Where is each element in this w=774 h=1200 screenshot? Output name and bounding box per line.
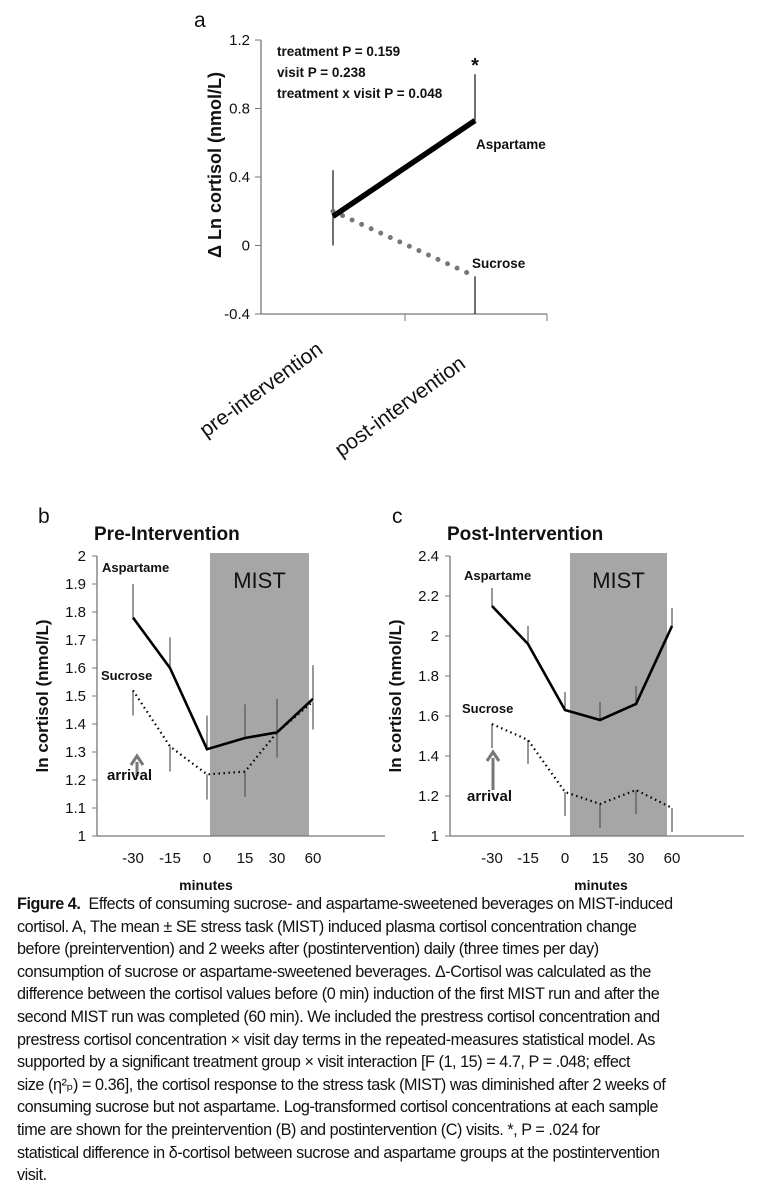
p-value-annotation: treatment P = 0.159 (277, 44, 400, 59)
x-tick-label: -15 (517, 850, 539, 867)
x-tick-label: 0 (203, 850, 211, 867)
series-line-sucrose (491, 722, 673, 809)
x-tick-label: 60 (664, 850, 681, 867)
chart-title: Pre-Intervention (94, 524, 240, 545)
y-tick-label: 1.3 (65, 744, 86, 761)
caption-line: visit. (17, 1166, 47, 1185)
x-tick-label: 30 (628, 850, 645, 867)
caption-line: consumption of sucrose or aspartame-swee… (17, 962, 651, 981)
panel-b: b Pre-Intervention MIST 2 1.9 1.8 1.7 1.6 1.5 1.4… (33, 505, 385, 893)
series-label-sucrose: Sucrose (101, 668, 152, 683)
p-value-annotation: visit P = 0.238 (277, 65, 366, 80)
figure-caption: Figure 4. Effects of consuming sucrose- … (17, 893, 767, 1187)
panel-c: c Post-Intervention MIST 2.4 2.2 2 1.8 1.6 1.4 1.… (386, 505, 744, 893)
caption-line: size (η²ₚ) = 0.36], the cortisol respons… (17, 1075, 666, 1094)
x-tick-label: -30 (122, 850, 144, 867)
y-tick-label: 1 (78, 828, 86, 845)
caption-line: difference between the cortisol values b… (17, 985, 660, 1004)
mist-shaded-region (210, 553, 309, 836)
caption-label: Figure 4. (17, 895, 81, 913)
caption-line: Figure 4. Effects of consuming sucrose- … (17, 895, 673, 913)
y-tick-label: 1 (431, 828, 439, 845)
x-axis-label: minutes (574, 877, 628, 893)
y-tick-label: 1.9 (65, 576, 86, 593)
mist-label: MIST (592, 568, 645, 593)
series-line-sucrose (330, 208, 478, 279)
x-tick-label: -30 (481, 850, 503, 867)
y-tick-label: 0.4 (229, 169, 250, 186)
series-label-sucrose: Sucrose (472, 256, 526, 271)
panel-a: a 1.2 0.8 0.4 0 -0.4 Δ Ln cortisol (nmol/L) pre… (194, 9, 548, 462)
caption-line: statistical difference in δ-cortisol bet… (17, 1143, 660, 1162)
significance-marker: * (471, 55, 479, 77)
panel-label-b: b (38, 505, 50, 528)
x-tick-label: 0 (561, 850, 569, 867)
y-tick-label: 0 (242, 238, 250, 255)
caption-line: before (preintervention) and 2 weeks aft… (17, 940, 599, 959)
chart-title: Post-Intervention (447, 524, 603, 545)
panel-label-a: a (194, 9, 206, 32)
series-label-aspartame: Aspartame (464, 568, 531, 583)
caption-line: consuming sucrose but not aspartame. Log… (17, 1098, 659, 1117)
x-tick-label: 15 (237, 850, 254, 867)
x-axis-label: minutes (179, 877, 233, 893)
y-axis-label: ln cortisol (nmol/L) (386, 620, 405, 773)
caption-line: time are shown for the preintervention (… (17, 1120, 600, 1139)
x-tick-label: pre-intervention (195, 338, 327, 442)
y-tick-label: 1.7 (65, 632, 86, 649)
mist-shaded-region (570, 553, 667, 836)
arrival-arrowhead-icon (485, 749, 501, 762)
mist-label: MIST (233, 568, 286, 593)
p-value-annotation: treatment x visit P = 0.048 (277, 86, 443, 101)
caption-line: second MIST run was completed (60 min). … (17, 1007, 660, 1026)
y-tick-label: 1.4 (418, 748, 439, 765)
x-tick-label: post-intervention (331, 352, 470, 462)
x-tick-label: 60 (305, 850, 322, 867)
y-tick-label: 1.2 (418, 788, 439, 805)
y-tick-label: 1.2 (229, 32, 250, 49)
x-tick-label: 15 (592, 850, 609, 867)
x-tick-label: 30 (269, 850, 286, 867)
series-label-aspartame: Aspartame (102, 560, 169, 575)
caption-line: supported by a significant treatment gro… (17, 1053, 631, 1072)
series-label-aspartame: Aspartame (476, 137, 546, 152)
y-tick-label: -0.4 (224, 306, 250, 323)
y-axis-label: Δ Ln cortisol (nmol/L) (205, 72, 225, 258)
y-tick-label: 1.6 (418, 708, 439, 725)
y-tick-label: 2 (431, 628, 439, 645)
caption-line: prestress cortisol concentration × visit… (17, 1030, 655, 1049)
figure-4: a 1.2 0.8 0.4 0 -0.4 Δ Ln cortisol (nmol/L) pre… (33, 9, 744, 893)
arrival-label: arrival (107, 767, 152, 784)
y-tick-label: 2.2 (418, 588, 439, 605)
arrival-label: arrival (467, 788, 512, 805)
y-tick-label: 1.8 (418, 668, 439, 685)
series-label-sucrose: Sucrose (462, 701, 513, 716)
series-line-sucrose (132, 689, 314, 776)
y-axis-label: ln cortisol (nmol/L) (33, 620, 52, 773)
y-tick-label: 1.5 (65, 688, 86, 705)
y-tick-label: 1.4 (65, 716, 86, 733)
x-tick-label: -15 (159, 850, 181, 867)
y-tick-label: 1.8 (65, 604, 86, 621)
series-line-aspartame (331, 118, 477, 219)
y-tick-label: 2.4 (418, 548, 439, 565)
panel-label-c: c (392, 505, 403, 528)
y-tick-label: 1.1 (65, 800, 86, 817)
series-line-aspartame (491, 605, 674, 722)
caption-line: cortisol. A, The mean ± SE stress task (… (17, 917, 637, 936)
arrival-arrowhead-icon (129, 753, 145, 766)
y-tick-label: 1.6 (65, 660, 86, 677)
y-tick-label: 0.8 (229, 101, 250, 118)
y-tick-label: 1.2 (65, 772, 86, 789)
y-tick-label: 2 (78, 548, 86, 565)
